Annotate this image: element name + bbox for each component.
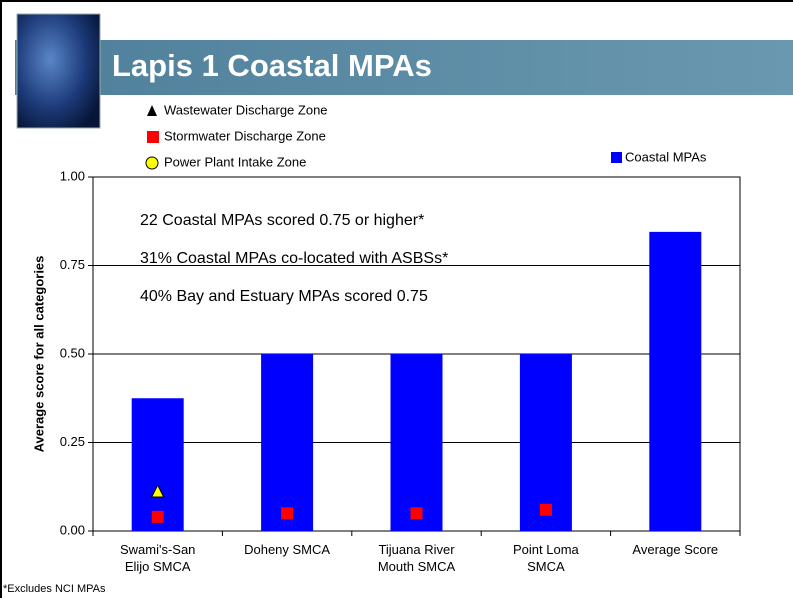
annotation: 40% Bay and Estuary MPAs scored 0.75: [140, 288, 428, 305]
x-tick-label-line: Elijo SMCA: [125, 559, 191, 574]
point: [539, 503, 552, 516]
y-tick-label: 0.50: [60, 345, 85, 360]
legend-label: Coastal MPAs: [625, 149, 707, 164]
title: Lapis 1 Coastal MPAs: [112, 48, 432, 83]
y-tick-label: 0.75: [60, 257, 85, 272]
x-tick-label-line: Point Loma: [513, 542, 580, 557]
x-tick-label: Average Score: [632, 542, 718, 557]
point: [410, 507, 423, 520]
legend-swatch: [145, 156, 159, 170]
annotation: 22 Coastal MPAs scored 0.75 or higher*: [140, 212, 424, 229]
point: [150, 483, 165, 498]
x-tick-label-line: Tijuana River: [378, 542, 455, 557]
bar: [261, 354, 314, 531]
header-image: [16, 13, 101, 129]
x-tick-label-line: Doheny SMCA: [244, 542, 330, 557]
x-tick-label-line: Average Score: [632, 542, 718, 557]
bar: [649, 231, 702, 531]
bar: [519, 354, 572, 531]
x-tick-label: Tijuana River Mouth SMCA: [378, 542, 456, 574]
footnote: *Excludes NCI MPAs: [3, 583, 106, 595]
y-tick-label: 0.25: [60, 434, 85, 449]
point: [151, 510, 164, 523]
x-tick-label-line: SMCA: [527, 559, 565, 574]
x-tick-label: Point Loma SMCA: [513, 542, 580, 574]
x-tick-label: Doheny SMCA: [244, 542, 330, 557]
y-tick-label: 0.00: [60, 522, 85, 537]
legend-swatch: [147, 105, 157, 116]
y-tick-label: 1.00: [60, 168, 85, 183]
legend-swatch: [611, 152, 622, 163]
chart: 0.00 0.25 0.50 0.75 1.00 Swami's-San Elijo SMC…: [3, 102, 741, 595]
legend-label: Power Plant Intake Zone: [164, 154, 306, 169]
x-tick-label: Swami's-San Elijo SMCA: [120, 542, 195, 574]
legend-swatch: [147, 131, 159, 143]
x-tick-label-line: Mouth SMCA: [378, 559, 456, 574]
x-tick-label-line: Swami's-San: [120, 542, 195, 557]
legend-label: Wastewater Discharge Zone: [164, 102, 328, 117]
bar: [390, 354, 443, 531]
header-band: [15, 40, 793, 95]
y-axis-label: Average score for all categories: [31, 256, 46, 453]
point: [281, 507, 294, 520]
legend-label: Stormwater Discharge Zone: [164, 128, 326, 143]
annotation: 31% Coastal MPAs co-located with ASBSs*: [140, 250, 448, 267]
bar: [131, 398, 184, 531]
